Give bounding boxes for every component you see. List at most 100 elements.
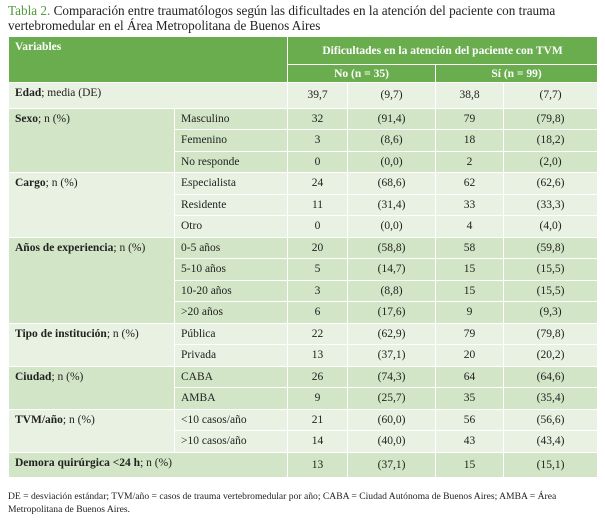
value-cell: (91,4): [347, 107, 437, 130]
table-row: Sexo; n (%) Masculino 3 2 (91,4) 79 (79,8): [8, 107, 599, 173]
variable-label: Ciudad; n (%): [8, 365, 175, 410]
value-cell: (58,8): [347, 236, 437, 259]
value-cell: (15,1): [503, 451, 599, 478]
footnote: DE = desviación estándar; TVM/año = caso…: [8, 491, 557, 515]
value-cell: (4,0): [503, 215, 599, 238]
value-cell: 56: [435, 408, 505, 431]
value-cell: (20,2): [503, 344, 599, 367]
variable-label: Años de experiencia; n (%): [8, 236, 175, 324]
table-row: Otro 0 (0,0) 4 (4,0): [9, 215, 599, 238]
value-cell: (62,9): [347, 322, 437, 345]
value-cell: 20: [287, 236, 349, 259]
category-cell: >20 años: [173, 301, 289, 324]
table-row: >20 años 6 (17,6) 9 (9,3): [9, 301, 599, 324]
value-cell: 64: [435, 365, 505, 388]
table-row: TVM/año; n (%) <10 casos/año 21 (60,0) 56 (56…: [8, 408, 599, 453]
value-cell: (59,8): [503, 236, 599, 259]
value-cell: 14: [287, 430, 349, 453]
variable-unit: ; n (%): [113, 241, 146, 254]
value-cell: (9,7): [347, 82, 437, 109]
category-cell: 10-20 años: [173, 279, 289, 302]
value-cell: 9: [287, 387, 349, 410]
table-row: 5-10 años 5 (14,7) 15 (15,5): [9, 258, 599, 281]
caption-text: Comparación entre traumatólogos según la…: [8, 3, 556, 33]
header-si: Sí (n = 99): [435, 64, 599, 83]
category-cell: AMBA: [173, 387, 289, 410]
table-row: Cargo; n (%) Especialista 24 (68,6) 62 (62,6): [8, 172, 599, 238]
value-cell: 20: [435, 344, 505, 367]
table-row: 10-20 años 3 (8,8) 15 (15,5): [9, 279, 599, 302]
value-cell: 15: [435, 279, 505, 302]
table-label: Tabla 2.: [8, 3, 51, 18]
value-cell: 35: [435, 387, 505, 410]
table-row: Privada 13 (37,1) 20 (20,2): [9, 344, 599, 367]
value-cell: 11: [287, 193, 349, 216]
table-row: Ciudad; n (%) CABA 26 (74,3) 64 (64,6): [8, 365, 599, 410]
value-cell: 13: [287, 451, 349, 478]
variable-name: Ciudad: [15, 370, 52, 383]
value-cell: 58: [435, 236, 505, 259]
variable-label: Tipo de institución; n (%): [8, 322, 175, 367]
value-cell: 62: [435, 172, 505, 195]
value-cell: 15: [435, 258, 505, 281]
category-cell: >10 casos/año: [173, 430, 289, 453]
value-cell: (43,4): [503, 430, 599, 453]
value-cell: (60,0): [347, 408, 437, 431]
value-cell: (35,4): [503, 387, 599, 410]
value-cell: (62,6): [503, 172, 599, 195]
value-cell: (0,0): [347, 215, 437, 238]
variable-label: Sexo; n (%): [8, 107, 175, 173]
value-cell: 21: [287, 408, 349, 431]
value-cell: (74,3): [347, 365, 437, 388]
variable-name: Edad: [15, 87, 42, 99]
value-cell: 26: [287, 365, 349, 388]
variable-unit: ; media (DE): [41, 87, 102, 99]
category-cell: 5-10 años: [173, 258, 289, 281]
value-cell: (37,1): [347, 451, 437, 478]
value-cell: (79,8): [503, 107, 599, 130]
variable-label: TVM/año; n (%): [8, 408, 175, 453]
variable-name: Demora quirúrgica <24 h: [15, 456, 141, 469]
value-cell: (79,8): [503, 322, 599, 345]
variable-name: Años de experiencia: [15, 241, 114, 254]
category-cell: Pública: [173, 322, 289, 345]
category-cell: Masculino: [173, 107, 289, 130]
variable-label: Cargo; n (%): [8, 172, 175, 238]
category-cell: Femenino: [173, 129, 289, 152]
value-cell: 79: [435, 322, 505, 345]
table-row: Años de experiencia; n (%) 0-5 años 20 (58,…: [8, 236, 599, 324]
value-cell: 0: [287, 150, 349, 173]
value-cell: (0,0): [347, 150, 437, 173]
value-cell: (18,2): [503, 129, 599, 152]
variable-unit: ; n (%): [140, 456, 172, 469]
category-cell: Privada: [173, 344, 289, 367]
category-cell: Residente: [173, 193, 289, 216]
table-row: Residente 11 (31,4) 33 (33,3): [9, 193, 599, 216]
value-cell: 24: [287, 172, 349, 195]
value-cell: 5: [287, 258, 349, 281]
category-cell: Especialista: [173, 172, 289, 195]
data-table: Variables Dificultades en la atención del…: [7, 36, 599, 478]
value-cell: 18: [435, 129, 505, 152]
value-cell: 79: [435, 107, 505, 130]
value-cell: 6: [287, 301, 349, 324]
table-row: Edad; media (DE) 39,7 (9,7) 38,8 (7,7): [7, 82, 599, 109]
value-cell: 0: [287, 215, 349, 238]
value-cell: (8,8): [347, 279, 437, 302]
value-cell: (2,0): [503, 150, 599, 173]
value-cell: (25,7): [347, 387, 437, 410]
value-cell: (9,3): [503, 301, 599, 324]
variable-unit: ; n (%): [38, 112, 70, 125]
value-cell: 2: [435, 150, 505, 173]
variable-unit: ; n (%): [106, 327, 139, 340]
variable-label: Edad; media (DE): [7, 82, 289, 109]
value-cell: (68,6): [347, 172, 437, 195]
value-cell: (17,6): [347, 301, 437, 324]
variable-label: Demora quirúrgica <24 h; n (%): [7, 451, 289, 478]
value-cell: 3: [287, 129, 349, 152]
category-cell: CABA: [173, 365, 289, 388]
value-cell: (40,0): [347, 430, 437, 453]
header-variables: Variables: [7, 36, 289, 83]
value-cell: 33: [435, 193, 505, 216]
table-row: Tipo de institución; n (%) Pública 22 (62,9…: [8, 322, 599, 367]
